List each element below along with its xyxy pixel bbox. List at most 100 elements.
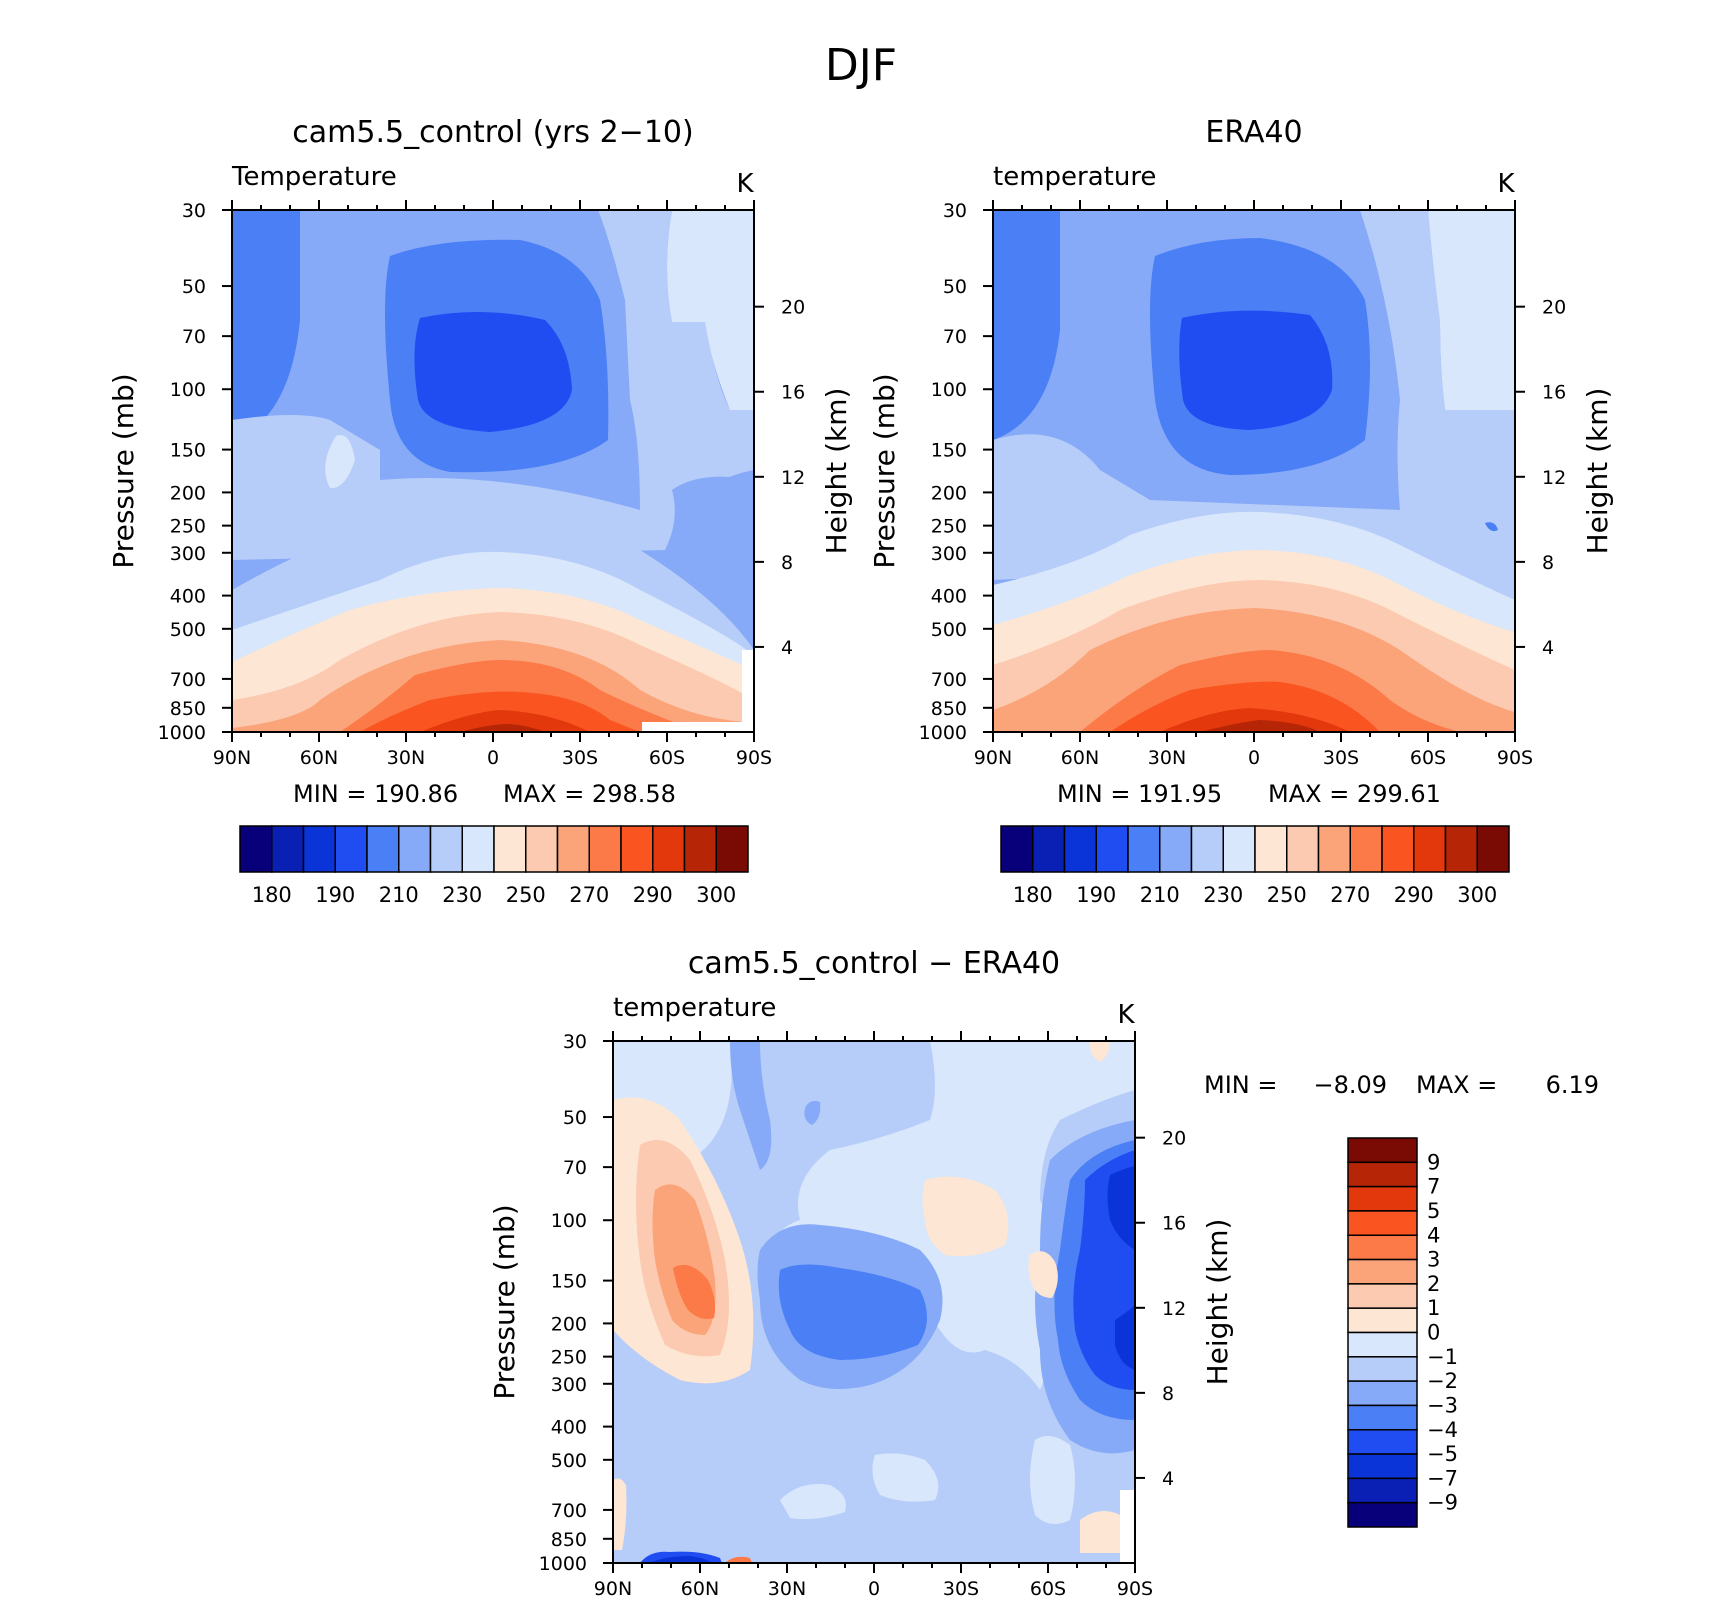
panel-difference-colorbar-box [1347,1137,1418,1164]
panel-era40-units-label: K [1497,169,1515,199]
panel-difference-contour-fill [613,1041,1135,1563]
panel-difference-xtick-label: 60S [1030,1578,1066,1600]
panel-era40-colorbar-box [1444,825,1478,873]
panel-model-ytick-label: 700 [170,669,206,691]
panel-model-colorbar-label: 210 [379,883,419,907]
panel-difference-colorbar-box [1347,1283,1418,1309]
panel-era40-xtick-label: 90N [974,747,1012,769]
panel-difference-ytick-label: 500 [551,1450,587,1472]
panel-model-colorbar-box [715,825,749,873]
panel-era40-ylabel-right: Height (km) [1581,388,1614,555]
panel-difference-colorbar-label: −5 [1427,1442,1458,1466]
panel-difference-ytick-right-label: 12 [1162,1298,1186,1320]
panel-model-xtick-label: 30S [562,747,598,769]
panel-era40-colorbar-box [1254,825,1288,873]
panel-difference-colorbar-label: −9 [1427,1491,1458,1515]
panel-difference-xtick-label: 30N [768,1578,806,1600]
panel-era40-ytick-label: 100 [931,379,967,401]
panel-difference-colorbar-box [1347,1453,1418,1480]
panel-difference-axes: 90N 60N 30N 0 30S 60S 90S 30 50 70 100 150 200 250 300… [539,1031,1186,1600]
panel-difference-ytick-label: 300 [551,1374,587,1396]
panel-difference-colorbar-label: −3 [1427,1393,1458,1417]
panel-era40-ytick-right-label: 20 [1542,297,1566,319]
panel-model-colorbar-box [398,825,432,873]
panel-model-ytick-label: 30 [182,200,206,222]
panel-era40-colorbar-box [1127,825,1161,873]
panel-model-ytick-label: 100 [170,379,206,401]
panel-era40-xtick-label: 30S [1323,747,1359,769]
panel-model-colorbar-label: 290 [633,883,673,907]
panel-difference-ytick-label: 30 [563,1031,587,1053]
panel-era40-colorbar-label: 230 [1203,883,1243,907]
panel-era40-xtick-label: 90S [1497,747,1533,769]
panel-difference-ytick-label: 100 [551,1210,587,1232]
panel-model-colorbar-label: 300 [696,883,736,907]
panel-era40-colorbar-box [1222,825,1256,873]
panel-era40-ytick-label: 70 [943,326,967,348]
panel-model-variable-label: Temperature [231,162,397,192]
panel-era40-colorbar-box [1032,825,1066,873]
panel-model-ytick-label: 250 [170,516,206,538]
panel-era40-colorbar-box [1476,825,1510,873]
panel-era40-min-text: MIN = 191.95 [1057,780,1222,808]
panel-model-ytick-label: 500 [170,619,206,641]
panel-era40-colorbar-box [1095,825,1129,873]
panel-era40-colorbar-label: 250 [1267,883,1307,907]
panel-era40-ytick-right-label: 12 [1542,467,1566,489]
panel-era40-xtick-label: 0 [1248,747,1260,769]
panel-era40-colorbar-box [1000,825,1034,873]
panel-era40-ytick-label: 700 [931,669,967,691]
panel-model-colorbar-box [620,825,654,873]
panel-difference-xtick-label: 0 [868,1578,880,1600]
panel-difference-xtick-label: 60N [681,1578,719,1600]
panel-difference-min-label: MIN = [1204,1071,1277,1099]
panel-difference-title: cam5.5_control − ERA40 [688,946,1060,981]
panel-difference-colorbar-box [1347,1380,1418,1407]
panel-difference-colorbar-box [1347,1258,1418,1285]
panel-era40-xtick-label: 60S [1410,747,1446,769]
panel-model-units-label: K [736,169,754,199]
panel-model-colorbar-box [271,825,305,873]
panel-era40-colorbar-label: 290 [1394,883,1434,907]
panel-difference-xtick-label: 30S [943,1578,979,1600]
panel-era40: ERA40 temperature K [993,115,1515,732]
panel-difference-ytick-right-label: 16 [1162,1213,1186,1235]
panel-difference-colorbar-label: −2 [1427,1369,1458,1393]
panel-model-ytick-right-label: 8 [781,552,793,574]
panel-model-colorbar-box [461,825,495,873]
panel-difference-ytick-label: 50 [563,1107,587,1129]
panel-model-colorbar-label: 180 [252,883,292,907]
panel-model-ytick-right-label: 20 [781,297,805,319]
panel-era40-colorbar-box [1159,825,1193,873]
panel-difference-ytick-label: 250 [551,1347,587,1369]
panel-era40-colorbar-label: 180 [1013,883,1053,907]
panel-difference-colorbar-box [1347,1307,1418,1334]
panel-difference-colorbar-box [1347,1331,1418,1358]
panel-difference-colorbar-label: 2 [1427,1272,1440,1296]
panel-model-colorbar-box [239,825,273,873]
panel-model-ytick-label: 1000 [158,722,206,744]
panel-difference-colorbar-box [1347,1477,1418,1504]
panel-difference-ytick-label: 200 [551,1313,587,1335]
panel-model-max-text: MAX = 298.58 [503,780,676,808]
panel-model-xtick-label: 90S [736,747,772,769]
panel-era40-ytick-label: 500 [931,619,967,641]
panel-difference-ytick-label: 850 [551,1529,587,1551]
panel-model-ytick-right-label: 16 [781,382,805,404]
panel-model-contour-fill [232,210,754,732]
panel-model-colorbar-label: 190 [315,883,355,907]
panel-model-xtick-label: 0 [487,747,499,769]
panel-era40-colorbar-box [1381,825,1415,873]
colorbar-layer: 180 190 210 230 250 270 290 300 180 190 210 230 250 2… [239,825,1510,1528]
panel-difference-colorbar-label: 0 [1427,1321,1440,1345]
panel-model-colorbar-box [683,825,717,873]
panel-model-colorbar-box [525,825,559,873]
figure-title: DJF [825,40,897,91]
panel-era40-ytick-label: 250 [931,516,967,538]
panel-difference-xtick-label: 90S [1117,1578,1153,1600]
panel-difference-colorbar-box [1347,1210,1418,1236]
panel-difference-min-value: −8.09 [1313,1071,1387,1099]
panel-era40-ytick-label: 200 [931,482,967,504]
panel-model-ylabel-right: Height (km) [820,388,853,555]
